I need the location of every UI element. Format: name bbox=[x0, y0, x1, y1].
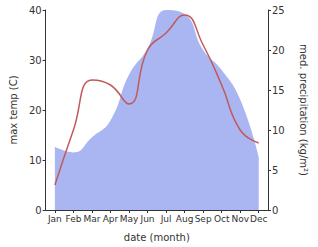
svg-text:Apr: Apr bbox=[103, 214, 119, 224]
svg-text:Sep: Sep bbox=[195, 214, 212, 224]
svg-text:Jan: Jan bbox=[47, 214, 62, 224]
svg-text:Jul: Jul bbox=[160, 214, 172, 224]
svg-text:Jun: Jun bbox=[140, 214, 155, 224]
svg-text:0: 0 bbox=[272, 205, 278, 216]
svg-text:Dec: Dec bbox=[250, 214, 267, 224]
svg-text:30: 30 bbox=[29, 55, 42, 66]
svg-text:15: 15 bbox=[272, 85, 285, 96]
svg-text:10: 10 bbox=[272, 125, 285, 136]
svg-text:Aug: Aug bbox=[176, 214, 194, 224]
svg-text:May: May bbox=[120, 214, 139, 224]
svg-text:Nov: Nov bbox=[231, 214, 249, 224]
svg-text:20: 20 bbox=[29, 105, 42, 116]
svg-text:med. precipitation (kg/m²): med. precipitation (kg/m²) bbox=[298, 44, 309, 176]
svg-text:40: 40 bbox=[29, 5, 42, 16]
svg-text:Mar: Mar bbox=[83, 214, 100, 224]
svg-text:Oct: Oct bbox=[214, 214, 230, 224]
svg-text:date (month): date (month) bbox=[124, 232, 190, 243]
svg-text:10: 10 bbox=[29, 155, 42, 166]
svg-text:max temp (C): max temp (C) bbox=[8, 75, 19, 144]
svg-text:25: 25 bbox=[272, 5, 285, 16]
svg-text:20: 20 bbox=[272, 45, 285, 56]
svg-text:0: 0 bbox=[35, 205, 41, 216]
svg-text:Feb: Feb bbox=[65, 214, 81, 224]
svg-text:5: 5 bbox=[272, 165, 278, 176]
